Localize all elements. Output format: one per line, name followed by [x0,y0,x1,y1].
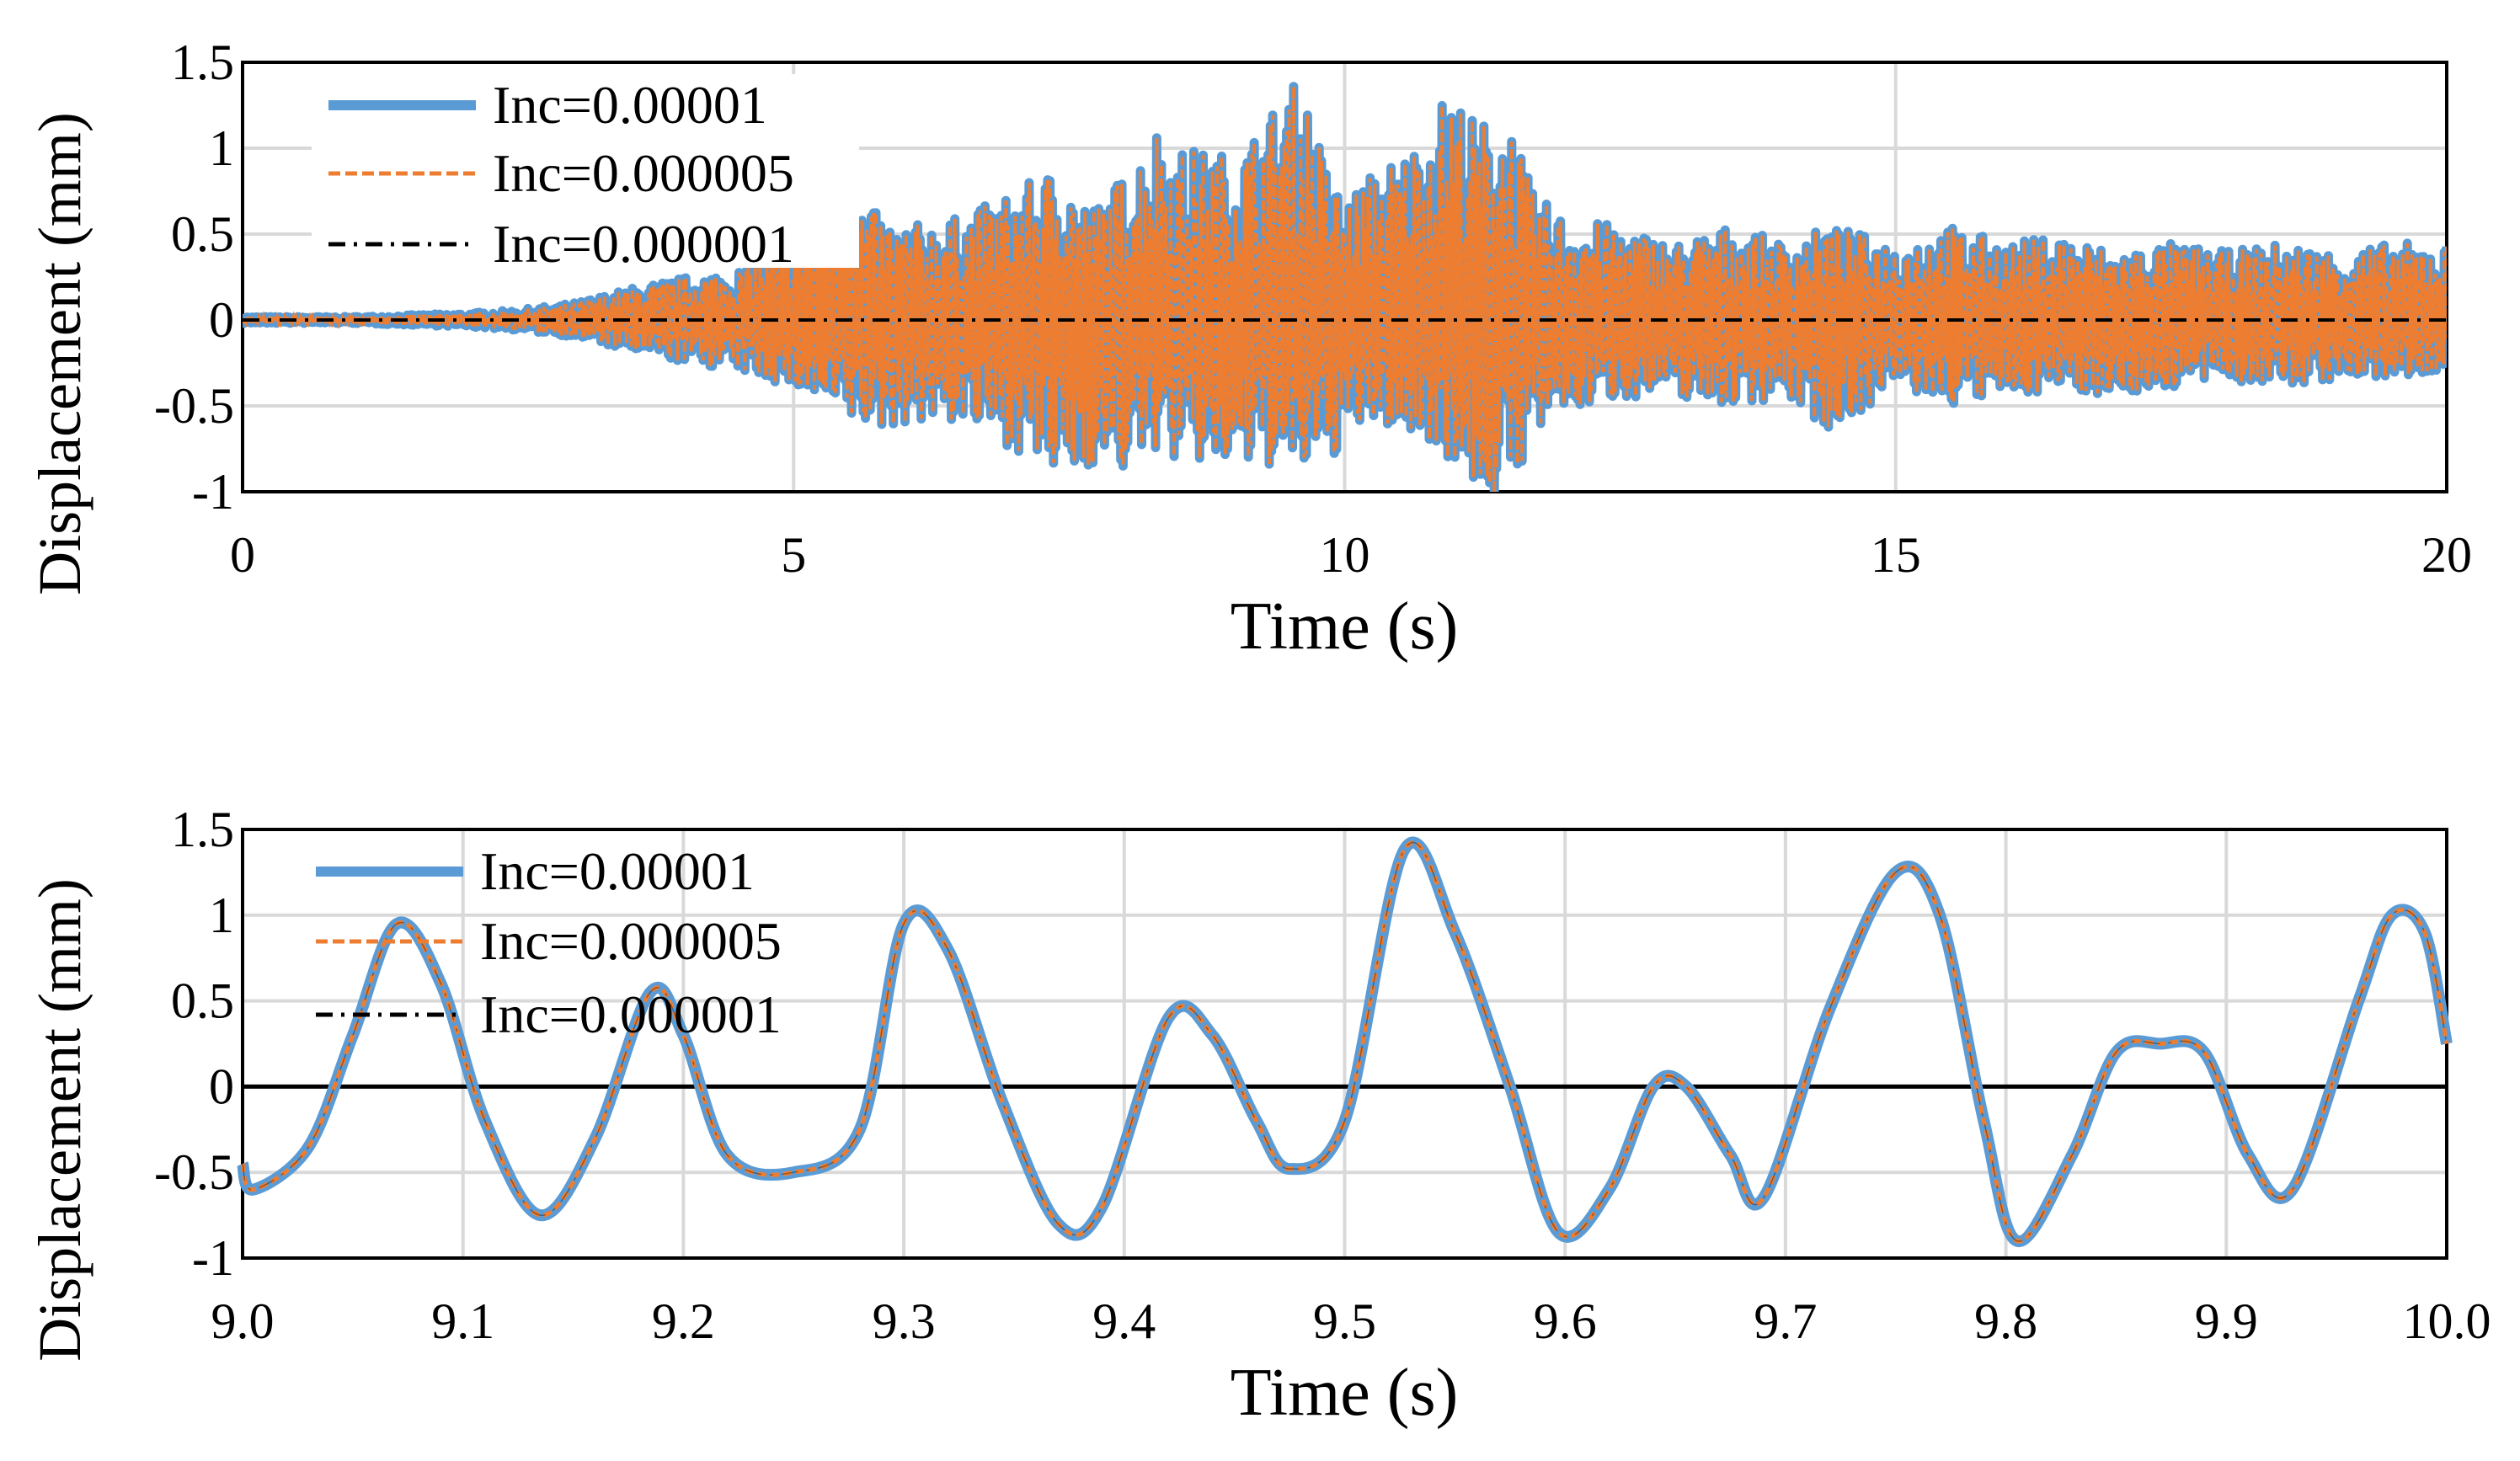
chart-top: -1 -0.5 0 0.5 1 1.5 0 5 10 15 20 Time (s) Displac… [26,35,2472,664]
x-tick-label: 9.6 [1534,1293,1597,1349]
chart-bottom-legend: Inc=0.00001 Inc=0.000005 Inc=0.000001 [316,841,782,1044]
y-tick-label: 0 [209,292,234,348]
y-tick-label: -0.5 [154,1144,234,1200]
chart-top-y-ticks: -1 -0.5 0 0.5 1 1.5 [154,35,234,520]
chart-bottom-y-ticks: -1 -0.5 0 0.5 1 1.5 [154,802,234,1286]
legend-label-inc-000005: Inc=0.000005 [493,143,794,203]
x-tick-label: 15 [1871,527,1921,583]
x-tick-label: 9.3 [873,1293,936,1349]
x-tick-label: 9.2 [652,1293,715,1349]
x-tick-label: 9.4 [1092,1293,1156,1349]
y-tick-label: 0.5 [171,973,234,1029]
chart-bottom-x-ticks: 9.0 9.1 9.2 9.3 9.4 9.5 9.6 9.7 9.8 9.9 10.0 [211,1293,2491,1349]
y-tick-label: 0 [209,1058,234,1114]
x-tick-label: 9.8 [1974,1293,2037,1349]
chart-top-legend: Inc=0.00001 Inc=0.000005 Inc=0.000001 [312,74,859,274]
series-inc-000005-line [243,86,2447,492]
chart-bottom-series [237,836,2453,1247]
legend-label-inc-00001: Inc=0.00001 [493,75,767,135]
chart-top-x-ticks: 0 5 10 15 20 [230,527,2472,583]
chart-bottom: -1-0.500.511.5 9.0 9.1 9.2 9.3 9.4 9.5 9.6 9.7 9… [26,802,2491,1430]
legend-label-inc-00001: Inc=0.00001 [480,841,755,901]
x-tick-label: 9.0 [211,1293,275,1349]
legend-label-inc-000001: Inc=0.000001 [493,214,794,274]
chart-bottom-y-axis-title: Displacement (mm) [26,878,93,1362]
x-tick-label: 10 [1320,527,1370,583]
legend-label-inc-000001: Inc=0.000001 [480,984,782,1044]
y-tick-label: -0.5 [154,378,234,434]
y-tick-label: 1.5 [171,802,234,857]
y-tick-label: 0.5 [171,206,234,262]
x-tick-label: 0 [230,527,255,583]
x-tick-label: 10.0 [2403,1293,2491,1349]
chart-top-y-axis-title: Displacement (mm) [26,112,93,595]
chart-top-x-axis-title: Time (s) [1231,589,1458,664]
series-inc-000005-line [240,840,2449,1244]
legend-label-inc-000005: Inc=0.000005 [480,911,782,971]
y-tick-label: 1.5 [171,35,234,90]
series-inc-000001-line [242,841,2448,1242]
x-tick-label: 9.9 [2195,1293,2258,1349]
x-tick-label: 9.1 [431,1293,494,1349]
chart-bottom-x-axis-title: Time (s) [1231,1356,1458,1430]
x-tick-label: 5 [781,527,806,583]
y-tick-label: -1 [192,1230,234,1286]
chart-top-series [243,82,2447,492]
x-tick-label: 9.7 [1754,1293,1817,1349]
x-tick-label: 20 [2421,527,2472,583]
y-tick-label: -1 [192,464,234,520]
x-tick-label: 9.5 [1313,1293,1376,1349]
y-tick-label: 1 [209,120,234,176]
y-tick-label: 1 [209,888,234,943]
